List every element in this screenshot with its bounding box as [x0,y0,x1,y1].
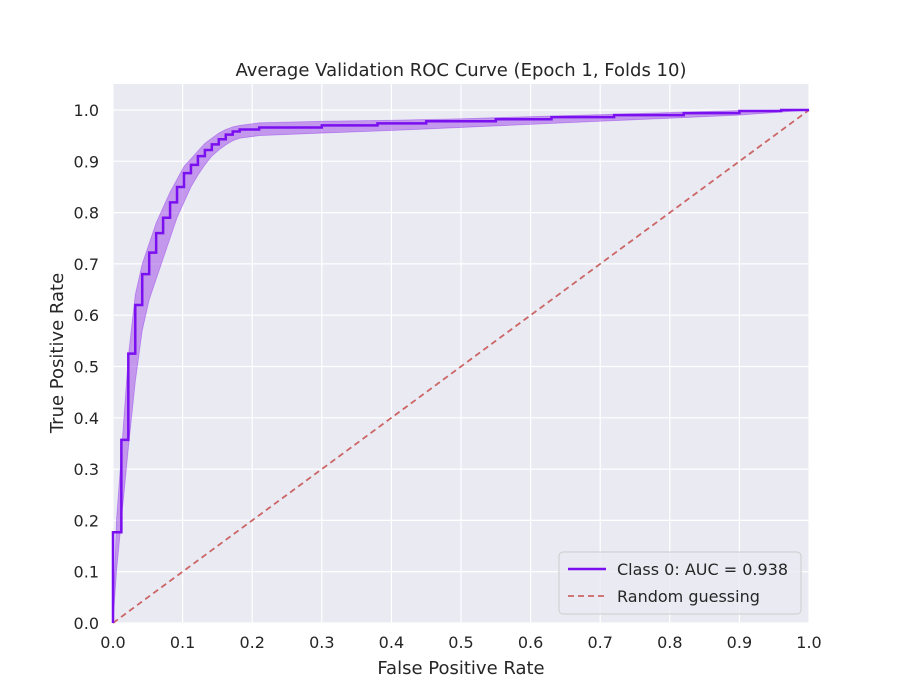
y-tick-label: 0.8 [74,204,99,223]
y-tick-label: 0.4 [74,409,99,428]
x-tick-label: 0.2 [239,633,264,652]
random-guessing-line [112,109,810,624]
x-tick-label: 0.9 [727,633,752,652]
x-tick-label: 0.6 [518,633,543,652]
x-tick-label: 0.4 [379,633,404,652]
x-axis-label: False Positive Rate [377,658,544,679]
y-tick-label: 0.1 [74,563,99,582]
y-tick-label: 0.7 [74,255,99,274]
roc-curve-class-0 [111,108,809,623]
y-tick-label: 0.3 [74,460,99,479]
y-tick-label: 1.0 [74,101,99,120]
x-tick-label: 1.0 [796,633,821,652]
y-tick-label: 0.6 [74,306,99,325]
legend-label-random: Random guessing [617,587,760,606]
y-tick-label: 0.5 [74,358,99,377]
legend-box [558,551,802,615]
x-tick-label: 0.1 [170,633,195,652]
y-tick-label: 0.9 [74,152,99,171]
legend-label-class-0: Class 0: AUC = 0.938 [617,560,788,579]
y-axis-label: True Positive Rate [47,273,68,434]
x-tick-label: 0.7 [587,633,612,652]
chart-title: Average Validation ROC Curve (Epoch 1, F… [236,60,687,81]
x-tick-label: 0.0 [100,633,125,652]
x-tick-label: 0.3 [309,633,334,652]
y-tick-label: 0.2 [74,511,99,530]
x-tick-label: 0.5 [448,633,473,652]
series-lines-layer [111,108,810,624]
tick-labels-layer: 0.0 0.1 0.2 0.3 0.4 0.5 0.6 0.7 0.8 0.9 1.0 0.0 0.1 0… [74,101,822,652]
legend: Class 0: AUC = 0.938 Random guessing [558,551,802,615]
grid-lines [112,84,810,624]
x-tick-label: 0.8 [657,633,682,652]
y-tick-label: 0.0 [74,614,99,633]
